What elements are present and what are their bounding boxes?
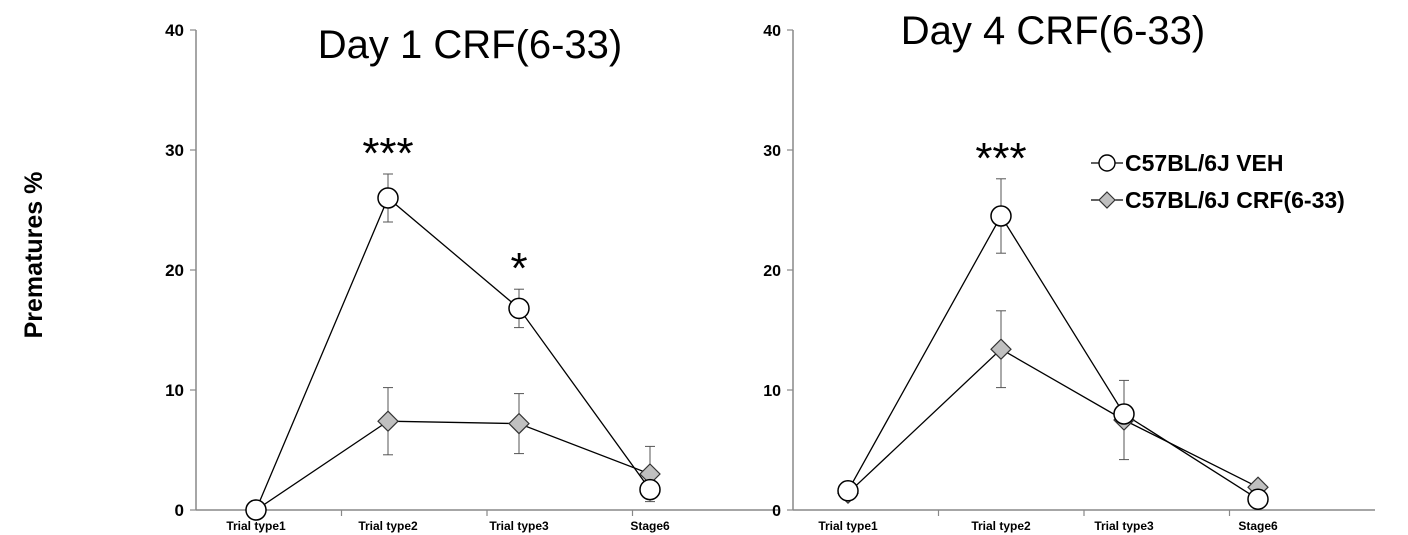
y-tick-label: 30 — [165, 141, 184, 160]
series-line-veh — [847, 214, 1259, 500]
series-line-crf — [847, 348, 1259, 494]
x-tick-label: Trial type2 — [358, 519, 418, 533]
legend-entry-veh: C57BL/6J VEH — [1091, 150, 1284, 176]
x-tick-label: Trial type1 — [226, 519, 286, 533]
y-tick-label: 10 — [165, 381, 184, 400]
chart-panel-2: Day 4 CRF(6-33) 0 10 20 30 40 Trial type1 Trial… — [763, 9, 1375, 533]
y-tick-label: 0 — [772, 503, 781, 520]
veh-point — [245, 499, 267, 521]
veh-point — [990, 205, 1012, 227]
chart-title: Day 1 CRF(6-33) — [318, 23, 623, 67]
legend-label: C57BL/6J VEH — [1125, 150, 1284, 176]
y-tick-label: 40 — [763, 23, 781, 40]
legend: C57BL/6J VEH C57BL/6J CRF(6-33) — [1091, 150, 1345, 213]
veh-point — [837, 480, 859, 502]
veh-point — [1113, 403, 1135, 425]
significance-marker: *** — [975, 134, 1026, 183]
y-tick-label: 30 — [763, 143, 781, 160]
y-tick-label: 20 — [763, 263, 781, 280]
x-tick-label: Stage6 — [630, 519, 670, 533]
x-tick-label: Trial type3 — [489, 519, 549, 533]
legend-diamond-marker — [1098, 191, 1116, 209]
veh-point — [639, 478, 661, 501]
y-tick-label: 20 — [165, 261, 184, 280]
x-tick-label: Trial type1 — [818, 519, 878, 533]
x-tick-label: Stage6 — [1238, 519, 1278, 533]
x-tick-label: Trial type3 — [1094, 519, 1154, 533]
chart-panel-1: Day 1 CRF(6-33) 0 10 20 30 40 Trial type1 Trial… — [165, 21, 778, 533]
series-line-crf — [255, 420, 651, 511]
crf-point — [990, 338, 1012, 361]
y-tick-label: 40 — [165, 21, 184, 40]
y-axis-label: Prematures % — [20, 172, 48, 339]
veh-point — [1247, 488, 1269, 510]
legend-label: C57BL/6J CRF(6-33) — [1125, 187, 1345, 213]
crf-point — [508, 412, 530, 435]
legend-circle-marker — [1098, 154, 1116, 172]
significance-marker: * — [510, 244, 527, 293]
veh-point — [508, 297, 530, 320]
chart-title: Day 4 CRF(6-33) — [901, 9, 1206, 53]
significance-marker: *** — [362, 129, 413, 178]
series-line-veh — [255, 196, 651, 511]
legend-entry-crf: C57BL/6J CRF(6-33) — [1091, 187, 1345, 213]
veh-point — [377, 187, 399, 209]
y-tick-label: 10 — [763, 383, 781, 400]
y-tick-label: 0 — [175, 501, 184, 520]
x-tick-label: Trial type2 — [971, 519, 1031, 533]
crf-point — [377, 410, 399, 433]
